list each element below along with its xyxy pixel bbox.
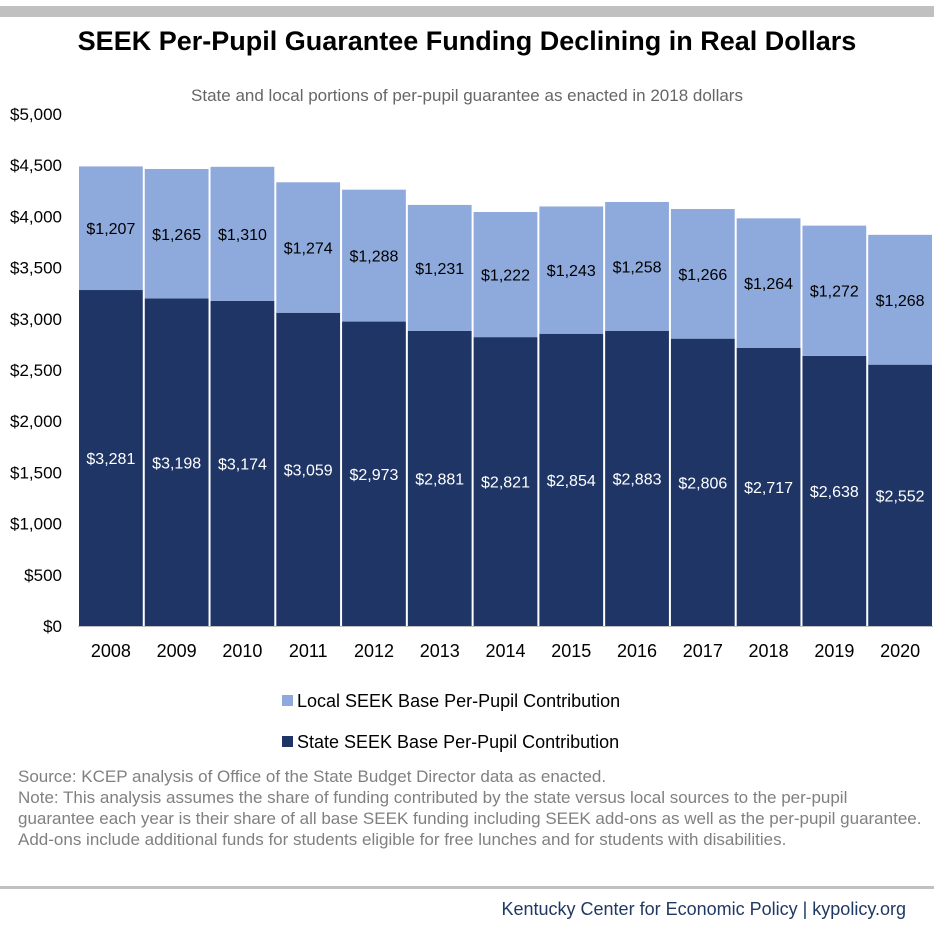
x-tick-label: 2020	[880, 641, 920, 661]
data-label-local: $1,264	[744, 276, 793, 293]
bar-local-2019	[802, 225, 867, 356]
x-tick-label: 2012	[354, 641, 394, 661]
method-note: Note: This analysis assumes the share of…	[18, 788, 922, 849]
data-label-state: $3,059	[284, 462, 333, 479]
data-label-local: $1,243	[547, 263, 596, 280]
x-tick-label: 2015	[551, 641, 591, 661]
data-label-local: $1,207	[86, 221, 135, 238]
data-label-local: $1,272	[810, 284, 859, 301]
data-label-state: $2,821	[481, 475, 530, 492]
bar-state-2010	[210, 300, 275, 626]
x-tick-label: 2009	[157, 641, 197, 661]
data-label-state: $3,198	[152, 455, 201, 472]
legend-item-state: State SEEK Base Per-Pupil Contribution	[282, 732, 619, 753]
y-tick-label: $0	[43, 617, 62, 636]
bar-state-2014	[473, 337, 538, 626]
y-tick-label: $5,000	[10, 105, 62, 124]
data-label-local: $1,310	[218, 227, 267, 244]
chart-subtitle: State and local portions of per-pupil gu…	[191, 86, 743, 105]
data-label-local: $1,288	[349, 249, 398, 266]
data-label-local: $1,258	[613, 259, 662, 276]
data-label-state: $2,883	[613, 471, 662, 488]
legend-swatch-local	[282, 695, 293, 706]
data-label-state: $2,973	[349, 467, 398, 484]
bar-state-2017	[670, 338, 735, 626]
notes: Source: KCEP analysis of Office of the S…	[18, 766, 923, 850]
y-tick-label: $3,500	[10, 259, 62, 278]
data-label-local: $1,265	[152, 227, 201, 244]
stacked-bar-chart: $0 $500 $1,000 $1,500 $2,000 $2,500 $3,000 $3,5…	[10, 105, 933, 661]
data-label-state: $3,174	[218, 456, 267, 473]
bars: $3,281 $1,207 $3,198 $1,265 $3,174 $1,310 $3,0…	[79, 166, 932, 626]
y-tick-label: $4,000	[10, 207, 62, 226]
bar-state-2015	[539, 333, 604, 626]
bar-state-2012	[342, 321, 406, 626]
data-label-state: $3,281	[86, 451, 135, 468]
bar-local-2018	[736, 218, 801, 348]
x-tick-label: 2016	[617, 641, 657, 661]
bar-local-2014	[473, 211, 538, 338]
data-label-state: $2,638	[810, 484, 859, 501]
data-label-state: $2,717	[744, 480, 793, 497]
bar-local-2010	[210, 166, 275, 301]
x-tick-label: 2014	[485, 641, 525, 661]
data-label-local: $1,274	[284, 241, 333, 258]
bar-state-2018	[736, 347, 801, 626]
bar-local-2015	[539, 206, 604, 334]
y-tick-label: $1,500	[10, 463, 62, 482]
x-tick-label: 2010	[222, 641, 262, 661]
data-label-local: $1,222	[481, 268, 530, 285]
bar-local-2011	[276, 182, 341, 313]
bar-local-2012	[342, 189, 406, 322]
x-tick-label: 2019	[814, 641, 854, 661]
bar-state-2011	[276, 312, 341, 626]
chart-title: SEEK Per-Pupil Guarantee Funding Declini…	[77, 26, 857, 56]
data-label-state: $2,806	[678, 475, 727, 492]
y-axis: $0 $500 $1,000 $1,500 $2,000 $2,500 $3,000 $3,5…	[10, 105, 62, 636]
legend-item-local: Local SEEK Base Per-Pupil Contribution	[282, 691, 620, 712]
x-axis: 2008 2009 2010 2011 2012 2013 2014 2015 2016 2017…	[78, 626, 933, 661]
y-tick-label: $1,000	[10, 515, 62, 534]
source-note: Source: KCEP analysis of Office of the S…	[18, 767, 607, 786]
bar-state-2020	[868, 364, 932, 626]
data-label-local: $1,231	[415, 261, 464, 278]
x-tick-label: 2013	[420, 641, 460, 661]
x-tick-label: 2018	[749, 641, 789, 661]
data-label-state: $2,881	[415, 471, 464, 488]
bar-state-2008	[79, 290, 143, 626]
data-label-state: $2,854	[547, 473, 596, 490]
y-tick-label: $4,500	[10, 156, 62, 175]
data-label-local: $1,268	[876, 293, 925, 310]
bar-state-2019	[802, 355, 867, 626]
y-tick-label: $3,000	[10, 310, 62, 329]
data-label-local: $1,266	[678, 267, 727, 284]
y-tick-label: $500	[24, 566, 62, 585]
bar-local-2017	[670, 209, 735, 339]
bar-local-2020	[868, 234, 932, 365]
top-rule	[0, 6, 934, 17]
data-label-state: $2,552	[876, 488, 925, 505]
bar-local-2016	[605, 201, 669, 331]
y-tick-label: $2,000	[10, 412, 62, 431]
bottom-rule	[0, 886, 934, 889]
bar-state-2009	[144, 298, 209, 626]
bar-state-2013	[407, 330, 472, 626]
x-tick-label: 2008	[91, 641, 131, 661]
legend-label-local: Local SEEK Base Per-Pupil Contribution	[297, 691, 621, 711]
x-tick-label: 2011	[289, 641, 328, 661]
bar-local-2008	[79, 166, 143, 291]
footer-credit: Kentucky Center for Economic Policy | ky…	[501, 899, 907, 919]
legend-swatch-state	[282, 736, 293, 747]
y-tick-label: $2,500	[10, 361, 62, 380]
bar-local-2009	[144, 168, 209, 299]
bar-local-2013	[407, 204, 472, 331]
bar-state-2016	[605, 330, 669, 626]
legend-label-state: State SEEK Base Per-Pupil Contribution	[297, 732, 620, 752]
x-tick-label: 2017	[683, 641, 723, 661]
